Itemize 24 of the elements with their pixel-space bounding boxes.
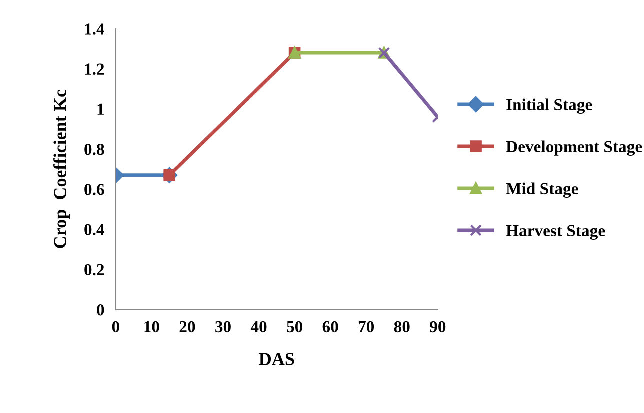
y-tick-label: 1 (98, 104, 104, 115)
y-tick-label: 1.4 (85, 24, 104, 35)
legend-label: Initial Stage (506, 98, 592, 114)
x-axis-title: DAS (259, 353, 294, 366)
x-tick-label: 70 (358, 321, 374, 333)
legend-label: Mid Stage (506, 182, 578, 198)
y-tick-label: 0.4 (84, 224, 104, 236)
x-tick-label: 60 (322, 321, 338, 333)
x-tick-label: 30 (216, 321, 231, 333)
y-tick-label: 0.8 (84, 144, 104, 156)
y-tick-label: 0.6 (84, 184, 104, 196)
x-tick-label: 50 (287, 321, 303, 333)
legend-label: Development Stage (506, 140, 642, 156)
x-tick-label: 0 (112, 321, 120, 333)
y-tick-label: 0.2 (84, 264, 104, 276)
y-tick-label: 1.2 (85, 64, 104, 76)
x-tick-label: 40 (250, 321, 267, 333)
x-tick-label: 10 (144, 321, 160, 333)
x-tick-label: 20 (180, 321, 196, 333)
x-tick-label: 90 (430, 321, 446, 333)
y-axis-title: Crop Coefficient Kc (54, 90, 70, 248)
y-tick-label: 0 (97, 304, 104, 316)
legend-label: Harvest Stage (506, 225, 606, 240)
x-tick-label: 80 (394, 321, 410, 333)
